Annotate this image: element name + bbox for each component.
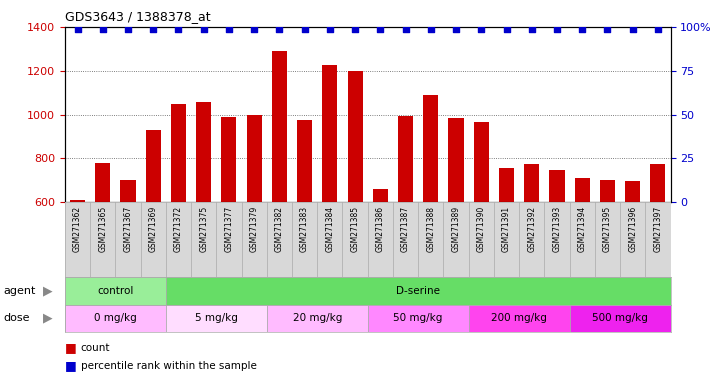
Text: GSM271392: GSM271392 [527,206,536,252]
Bar [373,189,388,333]
Bar [95,163,110,333]
Bar [575,178,590,333]
Text: count: count [81,343,110,353]
Bar [549,170,565,333]
Text: GSM271393: GSM271393 [552,206,562,252]
Bar [469,305,570,332]
Bar [448,118,464,333]
Point [324,26,336,32]
Bar [65,305,166,332]
Bar [65,277,166,305]
Point [248,26,260,32]
Bar [166,305,267,332]
Bar [398,116,413,333]
Text: GDS3643 / 1388378_at: GDS3643 / 1388378_at [65,10,211,23]
Bar [166,277,671,305]
Text: GSM271391: GSM271391 [502,206,511,252]
Text: GSM271385: GSM271385 [350,206,360,252]
Text: GSM271377: GSM271377 [224,206,234,252]
Text: ■: ■ [65,341,76,354]
Text: 200 mg/kg: 200 mg/kg [491,313,547,323]
Bar [70,200,85,333]
Point [653,26,664,32]
Text: GSM271397: GSM271397 [653,206,663,252]
Text: ▶: ▶ [43,312,53,325]
Bar [196,101,211,333]
Text: ▶: ▶ [43,284,53,297]
Point [148,26,159,32]
Text: D-serine: D-serine [396,286,441,296]
Text: 0 mg/kg: 0 mg/kg [94,313,137,323]
Text: GSM271362: GSM271362 [73,206,82,252]
Text: 20 mg/kg: 20 mg/kg [293,313,342,323]
Point [425,26,437,32]
Bar [348,71,363,333]
Text: percentile rank within the sample: percentile rank within the sample [81,361,257,371]
Text: GSM271379: GSM271379 [249,206,259,252]
Text: GSM271383: GSM271383 [300,206,309,252]
Point [224,26,235,32]
Bar [650,164,665,333]
Point [476,26,487,32]
Point [450,26,462,32]
Text: GSM271367: GSM271367 [123,206,133,252]
Bar [146,130,161,333]
Point [299,26,311,32]
Text: GSM271384: GSM271384 [325,206,335,252]
Bar [272,51,287,333]
Text: agent: agent [4,286,36,296]
Text: dose: dose [4,313,30,323]
Point [375,26,386,32]
Point [274,26,286,32]
Point [577,26,588,32]
Bar [368,305,469,332]
Point [627,26,639,32]
Text: GSM271369: GSM271369 [149,206,158,252]
Text: GSM271388: GSM271388 [426,206,435,252]
Point [400,26,412,32]
Bar [625,181,640,333]
Point [552,26,563,32]
Bar [600,180,615,333]
Text: GSM271396: GSM271396 [628,206,637,252]
Text: GSM271390: GSM271390 [477,206,486,252]
Point [501,26,513,32]
Point [97,26,109,32]
Text: ■: ■ [65,359,76,372]
Point [198,26,210,32]
Point [72,26,84,32]
Bar [120,180,136,333]
Text: GSM271382: GSM271382 [275,206,284,252]
Point [602,26,614,32]
Bar [322,66,337,333]
Bar [297,120,312,333]
Text: GSM271395: GSM271395 [603,206,612,252]
Point [123,26,134,32]
Bar [423,95,438,333]
Bar [524,164,539,333]
Bar [499,168,514,333]
Text: 5 mg/kg: 5 mg/kg [195,313,238,323]
Text: GSM271372: GSM271372 [174,206,183,252]
Text: GSM271386: GSM271386 [376,206,385,252]
Bar [221,117,236,333]
Bar [247,115,262,333]
Bar [570,305,671,332]
Point [173,26,185,32]
Point [526,26,538,32]
Text: GSM271394: GSM271394 [578,206,587,252]
Point [350,26,361,32]
Bar [474,122,489,333]
Text: GSM271375: GSM271375 [199,206,208,252]
Text: GSM271365: GSM271365 [98,206,107,252]
Text: GSM271387: GSM271387 [401,206,410,252]
Text: control: control [97,286,133,296]
Bar [171,104,186,333]
Text: 500 mg/kg: 500 mg/kg [592,313,648,323]
Text: GSM271389: GSM271389 [451,206,461,252]
Text: 50 mg/kg: 50 mg/kg [394,313,443,323]
Bar [267,305,368,332]
